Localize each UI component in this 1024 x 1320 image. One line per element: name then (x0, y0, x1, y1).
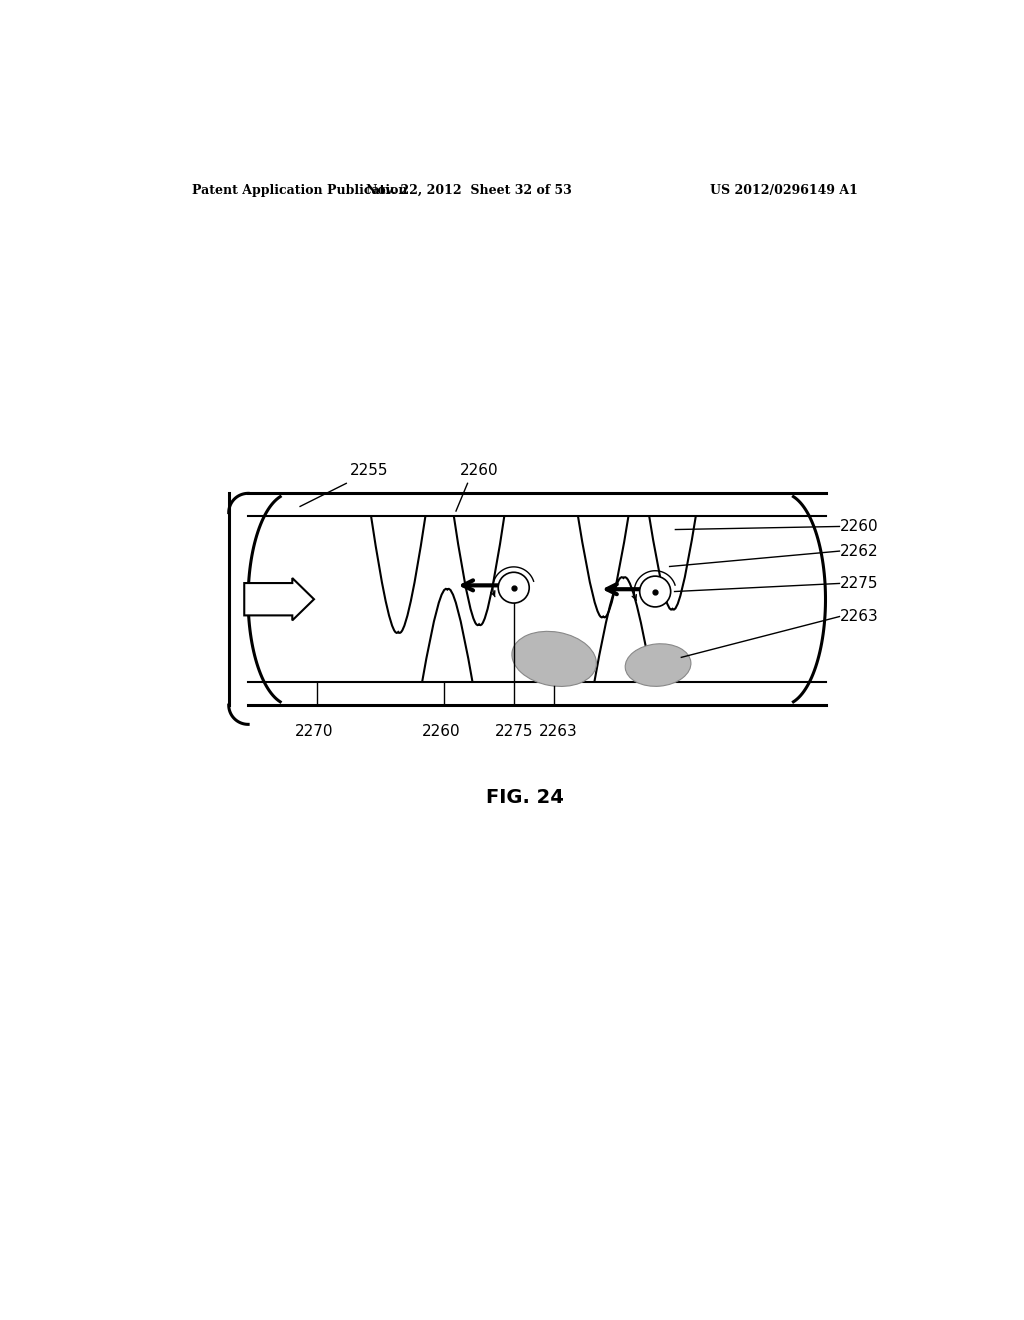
Text: Nov. 22, 2012  Sheet 32 of 53: Nov. 22, 2012 Sheet 32 of 53 (367, 185, 571, 197)
Text: FIG. 24: FIG. 24 (485, 788, 564, 807)
Text: Patent Application Publication: Patent Application Publication (191, 185, 408, 197)
FancyArrow shape (245, 578, 314, 620)
Text: 2270: 2270 (295, 725, 334, 739)
Text: 2275: 2275 (840, 576, 878, 591)
Ellipse shape (626, 644, 691, 686)
Text: 2260: 2260 (422, 725, 461, 739)
Text: 2263: 2263 (539, 725, 578, 739)
Text: 2275: 2275 (495, 725, 532, 739)
Text: 2263: 2263 (840, 609, 879, 624)
Text: 2260: 2260 (840, 519, 878, 535)
Text: 2260: 2260 (460, 463, 499, 478)
Text: US 2012/0296149 A1: US 2012/0296149 A1 (711, 185, 858, 197)
Circle shape (499, 573, 529, 603)
Text: 2262: 2262 (840, 544, 878, 558)
Text: 2255: 2255 (350, 463, 389, 478)
Circle shape (640, 576, 671, 607)
Ellipse shape (512, 631, 596, 686)
